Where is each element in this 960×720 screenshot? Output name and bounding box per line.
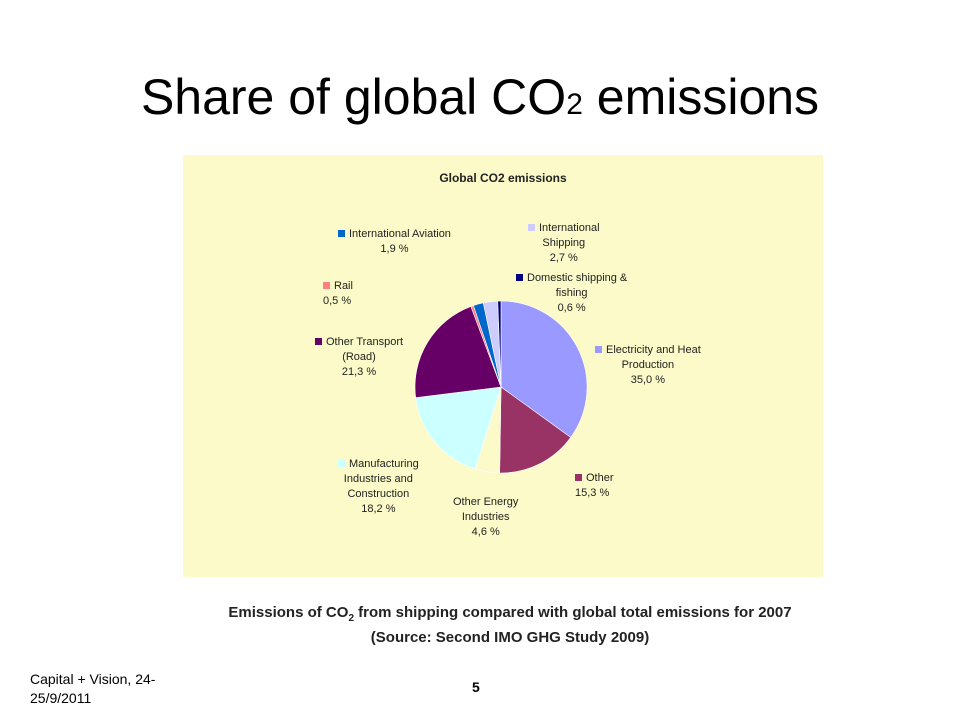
slice-label-text: Other [586, 472, 614, 484]
title-text-end: emissions [582, 69, 820, 125]
slice-label-international-shipping: International Shipping 2,7 % [528, 221, 600, 266]
slice-label-text: Rail [334, 280, 353, 292]
slice-value: 0,6 % [557, 302, 586, 314]
pie-slice-manufacturing-industries-and-construction [415, 386, 502, 470]
title-subscript: 2 [566, 88, 583, 121]
caption-text: Emissions of CO [228, 604, 349, 621]
legend-swatch [575, 474, 582, 481]
pie-slice-other [499, 386, 572, 474]
legend-swatch [338, 460, 345, 467]
slice-label-international-aviation: International Aviation 1,9 % [338, 227, 451, 257]
slice-value: 2,7 % [549, 252, 578, 264]
slice-label-electricity-and-heat-production: Electricity and Heat Production 35,0 % [595, 343, 701, 388]
caption-subscript: 2 [348, 613, 354, 624]
slice-label-text: International Aviation [349, 228, 451, 240]
slice-value: 18,2 % [361, 503, 396, 515]
slice-value: 1,9 % [380, 243, 409, 255]
slice-label-text: Electricity and Heat [606, 344, 701, 356]
chart-panel: Global CO2 emissions Electricity and Hea… [183, 155, 823, 577]
slide-title: Share of global CO2 emissions [0, 62, 960, 140]
slice-label-text: Shipping [542, 237, 586, 249]
legend-swatch [338, 230, 345, 237]
slice-value: 21,3 % [341, 366, 377, 378]
slice-label-text: International [539, 222, 600, 234]
caption-line-1: Emissions of CO2 from shipping compared … [170, 603, 850, 628]
page-number: 5 [472, 679, 480, 695]
footer-line-1: Capital + Vision, 24- [30, 671, 156, 687]
legend-swatch [323, 282, 330, 289]
title-text: Share of global CO [140, 69, 567, 125]
slice-label-other: Other 15,3 % [575, 471, 614, 501]
figure-caption: Emissions of CO2 from shipping compared … [170, 603, 850, 647]
footer-line-2: 25/9/2011 [30, 690, 92, 706]
pie-chart [414, 300, 588, 474]
slice-label-text: Other Transport [326, 336, 404, 348]
slice-value: 0,5 % [323, 295, 352, 307]
slice-label-text: (Road) [342, 351, 376, 363]
slice-label-text: Industries and [343, 473, 413, 485]
slice-label-domestic-shipping-fishing: Domestic shipping & fishing 0,6 % [516, 271, 627, 316]
caption-text-end: from shipping compared with global total… [354, 604, 792, 621]
slice-label-text: Domestic shipping & [527, 272, 628, 284]
chart-title: Global CO2 emissions [439, 171, 567, 185]
slice-label-text: Industries [461, 511, 510, 523]
slice-label-text: Manufacturing [349, 458, 419, 470]
slice-label-manufacturing-industries-and-construction: Manufacturing Industries and Construction 1… [338, 457, 419, 517]
slice-label-text: fishing [555, 287, 588, 299]
pie-slice-domestic-shipping-fishing [497, 300, 502, 388]
slice-label-text: Production [621, 359, 675, 371]
legend-swatch [528, 224, 535, 231]
slice-value: 35,0 % [630, 374, 665, 386]
slice-value: 4,6 % [471, 526, 500, 538]
caption-line-2: (Source: Second IMO GHG Study 2009) [370, 629, 650, 646]
pie-slice-electricity-and-heat-production [500, 300, 588, 438]
slice-label-rail: Rail 0,5 % [323, 279, 353, 309]
slice-label-text: Other Energy [453, 496, 519, 508]
slice-label-other-transport-road-: Other Transport (Road) 21,3 % [315, 335, 403, 380]
legend-swatch [315, 338, 322, 345]
slice-label-other-energy-industries: Other Energy Industries 4,6 % [453, 495, 518, 540]
pie-slice-other-transport-road- [414, 306, 502, 398]
slice-value: 15,3 % [575, 487, 610, 499]
legend-swatch [595, 346, 602, 353]
slice-label-text: Construction [347, 488, 410, 500]
legend-swatch [516, 274, 523, 281]
footer-event: Capital + Vision, 24- 25/9/2011 [30, 670, 155, 708]
